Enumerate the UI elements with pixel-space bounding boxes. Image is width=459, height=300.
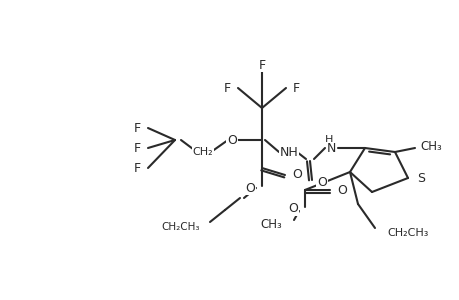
Text: O: O [287, 202, 297, 215]
Text: N: N [325, 142, 335, 155]
Text: F: F [224, 82, 230, 94]
Text: F: F [134, 161, 141, 175]
Text: O: O [336, 184, 346, 196]
Text: CH₂CH₃: CH₂CH₃ [386, 228, 427, 238]
Text: O: O [291, 169, 301, 182]
Text: F: F [292, 82, 299, 94]
Text: CH₃: CH₃ [419, 140, 441, 152]
Text: O: O [245, 182, 254, 194]
Text: F: F [258, 58, 265, 71]
Text: H: H [324, 135, 332, 145]
Text: F: F [134, 142, 141, 154]
Text: NH: NH [279, 146, 298, 158]
Text: O: O [316, 176, 326, 188]
Text: CH₃: CH₃ [260, 218, 281, 232]
Text: F: F [134, 122, 141, 134]
Text: S: S [416, 172, 424, 184]
Text: CH₂CH₃: CH₂CH₃ [161, 222, 200, 232]
Text: CH₂: CH₂ [192, 147, 213, 157]
Text: O: O [227, 134, 236, 146]
